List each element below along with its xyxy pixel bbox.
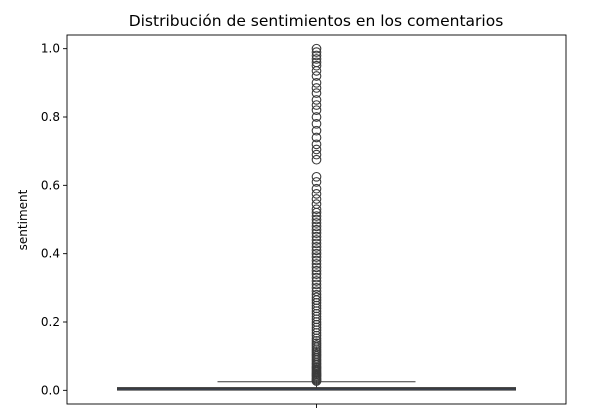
outlier-point — [311, 255, 322, 266]
outlier-point — [311, 265, 322, 276]
y-tick-label: 1.0 — [41, 42, 60, 56]
outlier-point — [311, 47, 322, 57]
outlier-point — [311, 112, 322, 122]
outlier-point — [311, 262, 322, 273]
outlier-point — [311, 276, 322, 286]
outlier-point — [311, 189, 322, 199]
outlier-point — [311, 224, 322, 235]
outlier-point — [311, 199, 322, 209]
y-axis-label: sentiment — [16, 189, 30, 250]
outlier-point — [311, 50, 322, 61]
outlier-point — [311, 88, 322, 98]
outlier-point — [311, 149, 322, 160]
outlier-point — [311, 214, 322, 225]
outlier-point — [311, 238, 322, 249]
outlier-point — [311, 211, 322, 221]
outlier-point — [311, 139, 322, 150]
outlier-point — [311, 118, 322, 129]
y-axis: 0.0 0.2 0.4 0.6 0.8 1.0 — [41, 42, 67, 397]
outlier-point — [311, 100, 322, 110]
outliers — [311, 43, 322, 386]
outlier-point — [311, 218, 322, 228]
outlier-point — [311, 204, 322, 215]
outlier-point — [311, 282, 322, 293]
outlier-point — [311, 194, 322, 204]
outlier-point — [311, 183, 322, 194]
outlier-point — [311, 335, 322, 346]
outlier-point — [311, 279, 322, 290]
outlier-point — [311, 272, 322, 283]
outlier-point — [311, 57, 322, 68]
outlier-point — [311, 235, 322, 245]
outlier-point — [311, 171, 322, 182]
outlier-point — [311, 177, 322, 187]
outlier-point — [311, 105, 322, 116]
outlier-point — [311, 245, 322, 256]
outlier-point — [311, 259, 322, 269]
outlier-point — [311, 60, 322, 71]
outlier-point — [311, 248, 322, 259]
outlier-point — [311, 289, 322, 300]
y-tick-label: 0.2 — [41, 315, 60, 329]
outlier-point — [311, 252, 322, 262]
chart-title: Distribución de sentimientos en los come… — [129, 12, 504, 30]
y-tick-label: 0.6 — [41, 178, 60, 192]
y-tick-label: 0.4 — [41, 247, 60, 261]
y-tick-label: 0.0 — [41, 383, 60, 397]
outlier-point — [311, 77, 322, 88]
outlier-point — [311, 292, 322, 303]
outlier-point — [311, 241, 322, 252]
outlier-point — [311, 144, 322, 155]
y-tick-label: 0.8 — [41, 110, 60, 124]
outlier-point — [311, 269, 322, 280]
outlier-point — [311, 132, 322, 143]
outlier-point — [311, 286, 322, 297]
outlier-point — [311, 95, 322, 105]
outlier-point — [311, 71, 322, 81]
outlier-point — [311, 338, 322, 349]
outlier-point — [311, 228, 322, 239]
outlier-point — [311, 221, 322, 232]
outlier-point — [311, 83, 322, 93]
outlier-point — [311, 154, 322, 165]
outlier-point — [311, 231, 322, 242]
outlier-point — [311, 43, 322, 54]
outlier-point — [311, 54, 322, 64]
outlier-point — [311, 125, 322, 136]
outlier-point — [311, 66, 322, 76]
